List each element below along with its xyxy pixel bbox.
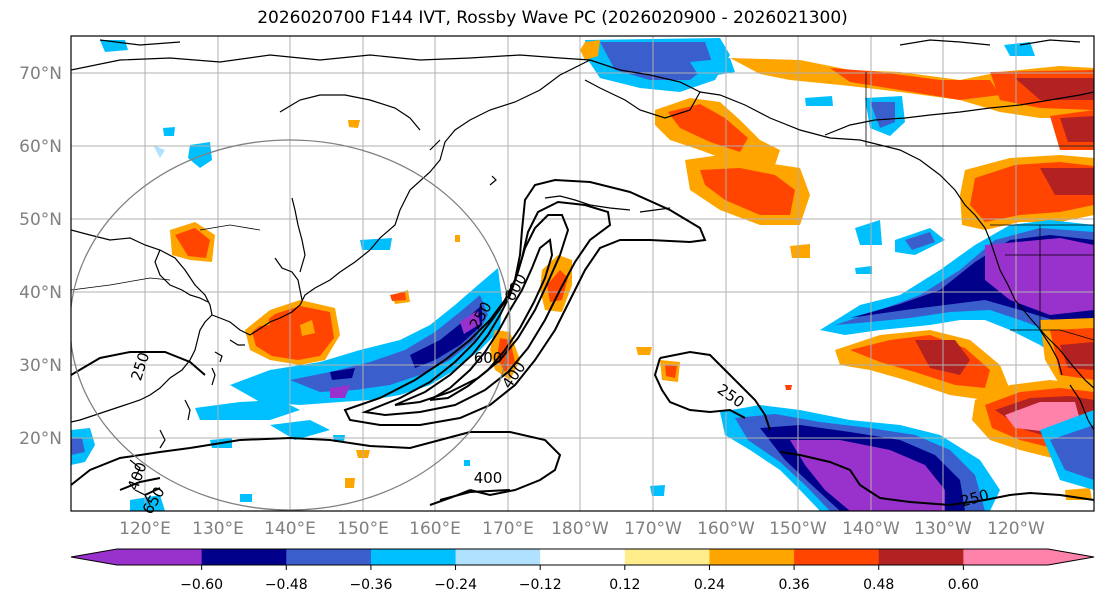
colorbar-tick-label: 0.48 bbox=[863, 577, 894, 593]
lat-label: 50°N bbox=[19, 210, 62, 230]
lon-label: 180°W bbox=[551, 519, 609, 539]
lat-label: 60°N bbox=[19, 137, 62, 157]
colorbar-segment bbox=[286, 549, 372, 565]
colorbar-tick-label: 0.60 bbox=[948, 577, 979, 593]
colorbar-tick-label: 0.12 bbox=[609, 577, 640, 593]
colorbar-tick-label: −0.60 bbox=[180, 577, 223, 593]
map-frame bbox=[70, 35, 1095, 512]
colorbar-tick-label: −0.48 bbox=[265, 577, 308, 593]
colorbar-tick-label: 0.24 bbox=[694, 577, 725, 593]
lon-label: 150°W bbox=[769, 519, 827, 539]
colorbar-segment bbox=[624, 549, 710, 565]
borders bbox=[71, 72, 1094, 341]
longitude-labels: 120°E 130°E 140°E 150°E 160°E 170°E 180°… bbox=[119, 519, 1045, 539]
colorbar-segment bbox=[794, 549, 880, 565]
colorbar-tick-label: 0.36 bbox=[779, 577, 810, 593]
lon-label: 150°E bbox=[337, 519, 389, 539]
colorbar-segment bbox=[455, 549, 541, 565]
latitude-labels: 70°N 60°N 50°N 40°N 30°N 20°N bbox=[19, 64, 62, 449]
lon-label: 120°E bbox=[119, 519, 171, 539]
lon-label: 130°W bbox=[914, 519, 972, 539]
colorbar-extend-min bbox=[71, 549, 117, 565]
colorbar-tick-label: −0.36 bbox=[349, 577, 392, 593]
colorbar-segment bbox=[117, 549, 203, 565]
lon-label: 140°E bbox=[264, 519, 316, 539]
colorbar-tick-label: −0.24 bbox=[434, 577, 477, 593]
colorbar-segment bbox=[709, 549, 795, 565]
colorbar-segment bbox=[540, 549, 626, 565]
lat-label: 70°N bbox=[19, 64, 62, 84]
lat-label: 30°N bbox=[19, 356, 62, 376]
coastlines bbox=[71, 39, 1094, 506]
lon-label: 120°W bbox=[987, 519, 1045, 539]
lon-label: 130°E bbox=[192, 519, 244, 539]
chart-title: 2026020700 F144 IVT, Rossby Wave PC (202… bbox=[257, 8, 848, 28]
lon-label: 140°W bbox=[842, 519, 900, 539]
colorbar-segment bbox=[370, 549, 457, 565]
contour-label: 600 bbox=[474, 349, 503, 367]
rossby-wave-circle bbox=[71, 139, 511, 511]
colorbar-segment bbox=[878, 549, 964, 565]
colorbar: −0.60 −0.48 −0.36 −0.24 −0.12 0.12 0.24 0.36 0.4… bbox=[70, 548, 1095, 593]
lat-label: 40°N bbox=[19, 283, 62, 303]
lon-label: 160°W bbox=[697, 519, 755, 539]
lat-label: 20°N bbox=[19, 429, 62, 449]
contour-label: 400 bbox=[474, 469, 503, 487]
colorbar-extend-max bbox=[1048, 549, 1094, 565]
lon-label: 160°E bbox=[409, 519, 461, 539]
colorbar-segment bbox=[963, 549, 1049, 565]
colorbar-tick-label: −0.12 bbox=[519, 577, 562, 593]
lon-label: 170°W bbox=[624, 519, 682, 539]
lon-label: 170°E bbox=[482, 519, 534, 539]
colorbar-segment bbox=[201, 549, 287, 565]
ivt-contours bbox=[71, 178, 1094, 507]
